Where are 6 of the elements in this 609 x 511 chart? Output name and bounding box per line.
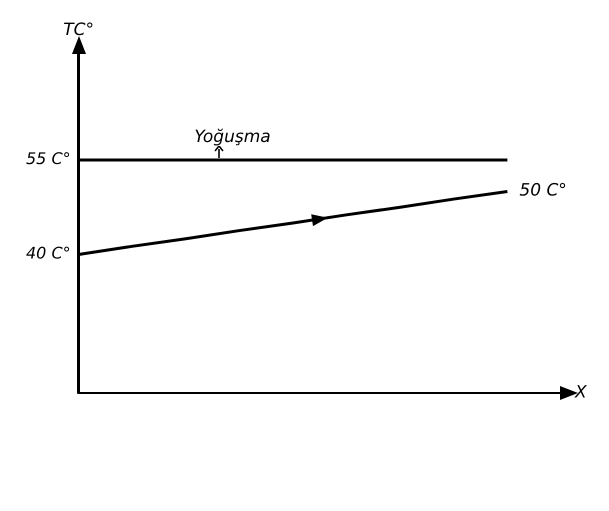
y-tick-label: 55 C°	[26, 149, 71, 168]
annotation: Yoğuşma	[194, 126, 271, 147]
x-axis-title: X	[574, 382, 587, 402]
y-tick-label: 40 C°	[26, 244, 71, 263]
y-axis-title: TC°	[63, 20, 94, 40]
annotation: 50 C°	[519, 180, 567, 200]
